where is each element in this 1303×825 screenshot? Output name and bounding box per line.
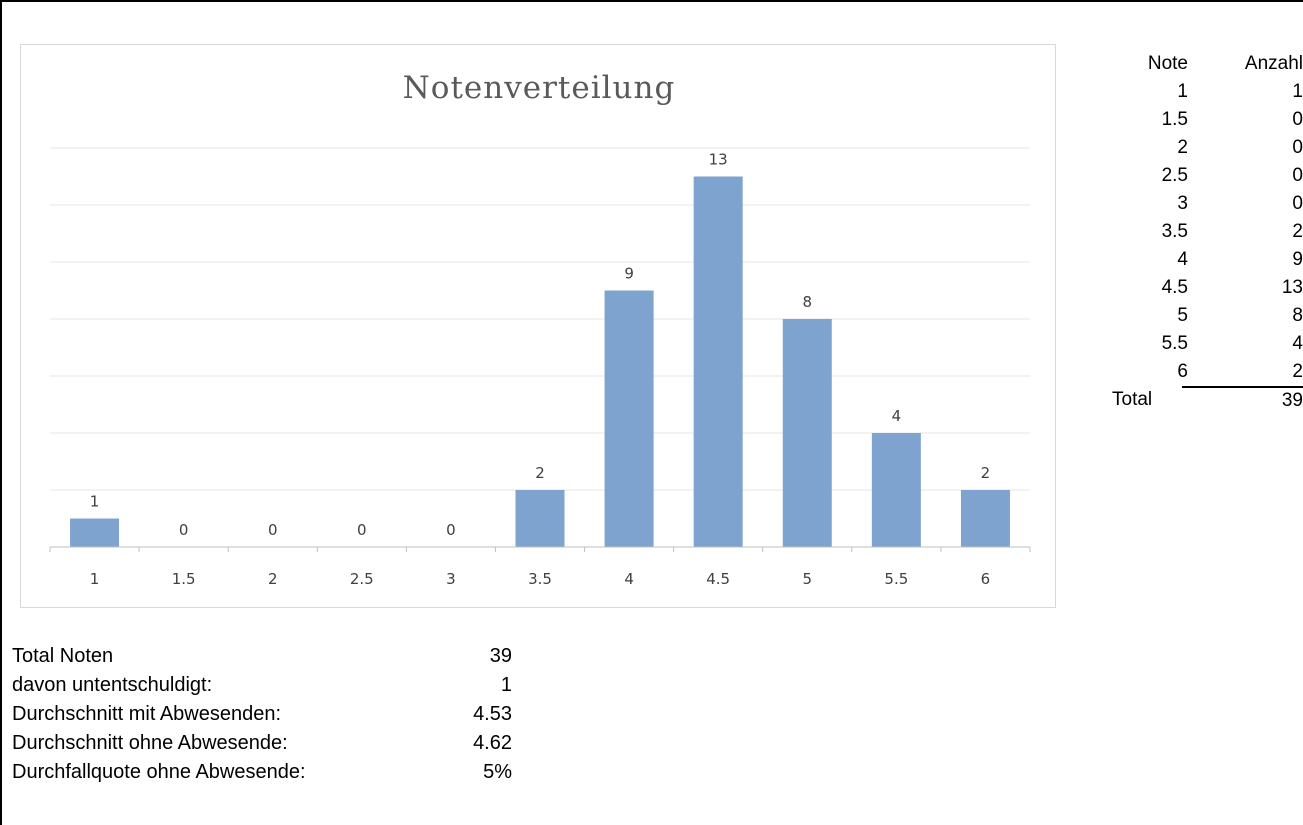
gridlines bbox=[50, 147, 1030, 491]
table-cell-count: 8 bbox=[1292, 305, 1303, 326]
table-cell-note: 6 bbox=[1177, 361, 1188, 382]
stat-row: Durchschnitt mit Abwesenden: 4.53 bbox=[12, 700, 512, 729]
table-total-row: Total 39 bbox=[1102, 386, 1303, 414]
bar bbox=[960, 490, 1010, 547]
table-cell-note: 4.5 bbox=[1161, 277, 1188, 298]
data-label: 2 bbox=[535, 464, 545, 482]
data-label: 0 bbox=[357, 521, 367, 539]
stat-row: davon untentschuldigt: 1 bbox=[12, 671, 512, 700]
chart-title: Notenverteilung bbox=[403, 70, 676, 106]
data-label: 4 bbox=[892, 407, 902, 425]
table-cell-note: 2.5 bbox=[1161, 165, 1188, 186]
table-cell-count: 0 bbox=[1292, 165, 1303, 186]
x-tick-label: 4.5 bbox=[706, 570, 730, 588]
stat-row: Total Noten 39 bbox=[12, 642, 512, 671]
stat-value: 1 bbox=[500, 674, 512, 696]
table-cell-count: 0 bbox=[1292, 193, 1303, 214]
table-row: 2.5 0 bbox=[1102, 162, 1303, 190]
data-labels: 1 0 0 0 0 2 9 13 8 4 2 bbox=[90, 151, 990, 540]
bar bbox=[70, 518, 120, 547]
x-tick-label: 6 bbox=[981, 570, 991, 588]
table-row: 1.5 0 bbox=[1102, 106, 1303, 134]
table-cell-note: 5.5 bbox=[1161, 333, 1188, 354]
table-cell-count: 0 bbox=[1292, 109, 1303, 130]
grade-count-table: Note Anzahl 1 1 1.5 0 2 0 2.5 0 3 0 3.5 2 4 9 4.5 13 5 8 5… bbox=[1102, 50, 1303, 414]
x-tick-label: 1 bbox=[90, 570, 100, 588]
header-note: Note bbox=[1147, 53, 1188, 74]
x-axis: 1 1.5 2 2.5 3 3.5 4 4.5 5 5.5 6 bbox=[49, 546, 1031, 588]
x-tick-label: 2.5 bbox=[350, 570, 374, 588]
summary-statistics: Total Noten 39 davon untentschuldigt: 1 Durc… bbox=[12, 642, 512, 787]
x-tick-label: 3.5 bbox=[528, 570, 552, 588]
total-value: 39 bbox=[1182, 386, 1303, 414]
table-body: 1 1 1.5 0 2 0 2.5 0 3 0 3.5 2 4 9 4.5 13 5 8 5.5 4 6 2 bbox=[1102, 78, 1303, 386]
table-cell-count: 0 bbox=[1292, 137, 1303, 158]
x-tick-label: 5 bbox=[802, 570, 812, 588]
data-label: 1 bbox=[90, 493, 100, 511]
table-cell-count: 1 bbox=[1292, 81, 1303, 102]
data-label: 2 bbox=[981, 464, 991, 482]
table-cell-note: 4 bbox=[1177, 249, 1188, 270]
bar bbox=[782, 319, 832, 547]
table-header-row: Note Anzahl bbox=[1102, 50, 1303, 78]
stat-label: davon untentschuldigt: bbox=[12, 674, 213, 696]
total-label: Total bbox=[1112, 389, 1153, 410]
stat-value: 39 bbox=[489, 645, 512, 667]
table-row: 5.5 4 bbox=[1102, 330, 1303, 358]
stat-label: Durchschnitt ohne Abwesende: bbox=[12, 732, 288, 754]
x-tick-label: 5.5 bbox=[884, 570, 908, 588]
bar bbox=[515, 490, 565, 547]
data-label: 0 bbox=[179, 521, 189, 539]
table-cell-note: 3.5 bbox=[1161, 221, 1188, 242]
bar bbox=[604, 290, 654, 547]
data-label: 0 bbox=[268, 521, 278, 539]
header-anzahl: Anzahl bbox=[1244, 53, 1303, 74]
table-cell-count: 4 bbox=[1292, 333, 1303, 354]
data-label: 0 bbox=[446, 521, 456, 539]
x-tick-label: 4 bbox=[624, 570, 634, 588]
bar bbox=[693, 176, 743, 547]
stat-value: 4.62 bbox=[473, 732, 512, 754]
chart-area[interactable]: Notenverteilung 1 0 0 0 0 2 9 13 8 4 2 1 1.5 2 2.5 3 3.… bbox=[20, 44, 1056, 608]
table-cell-note: 5 bbox=[1177, 305, 1188, 326]
stat-value: 5% bbox=[483, 761, 512, 783]
table-row: 4.5 13 bbox=[1102, 274, 1303, 302]
stat-label: Durchschnitt mit Abwesenden: bbox=[12, 703, 282, 725]
table-cell-note: 1.5 bbox=[1161, 109, 1188, 130]
x-tick-label: 2 bbox=[268, 570, 278, 588]
x-tick-label: 1.5 bbox=[172, 570, 196, 588]
stat-label: Durchfallquote ohne Abwesende: bbox=[12, 761, 306, 783]
table-cell-note: 3 bbox=[1177, 193, 1188, 214]
table-cell-count: 9 bbox=[1292, 249, 1303, 270]
bar-chart: Notenverteilung 1 0 0 0 0 2 9 13 8 4 2 1 1.5 2 2.5 3 3.… bbox=[49, 70, 1031, 588]
table-cell-note: 1 bbox=[1177, 81, 1188, 102]
data-label: 9 bbox=[624, 265, 634, 283]
table-row: 3.5 2 bbox=[1102, 218, 1303, 246]
stat-label: Total Noten bbox=[12, 645, 114, 667]
table-cell-count: 2 bbox=[1292, 361, 1303, 382]
table-cell-count: 2 bbox=[1292, 221, 1303, 242]
stat-row: Durchschnitt ohne Abwesende: 4.62 bbox=[12, 729, 512, 758]
stat-value: 4.53 bbox=[473, 703, 512, 725]
stat-row: Durchfallquote ohne Abwesende: 5% bbox=[12, 758, 512, 787]
table-cell-count: 13 bbox=[1281, 277, 1303, 298]
data-label: 8 bbox=[802, 293, 812, 311]
data-label: 13 bbox=[709, 151, 728, 169]
bars bbox=[70, 176, 1010, 547]
table-cell-note: 2 bbox=[1177, 137, 1188, 158]
x-tick-label: 3 bbox=[446, 570, 456, 588]
bar bbox=[871, 433, 921, 547]
